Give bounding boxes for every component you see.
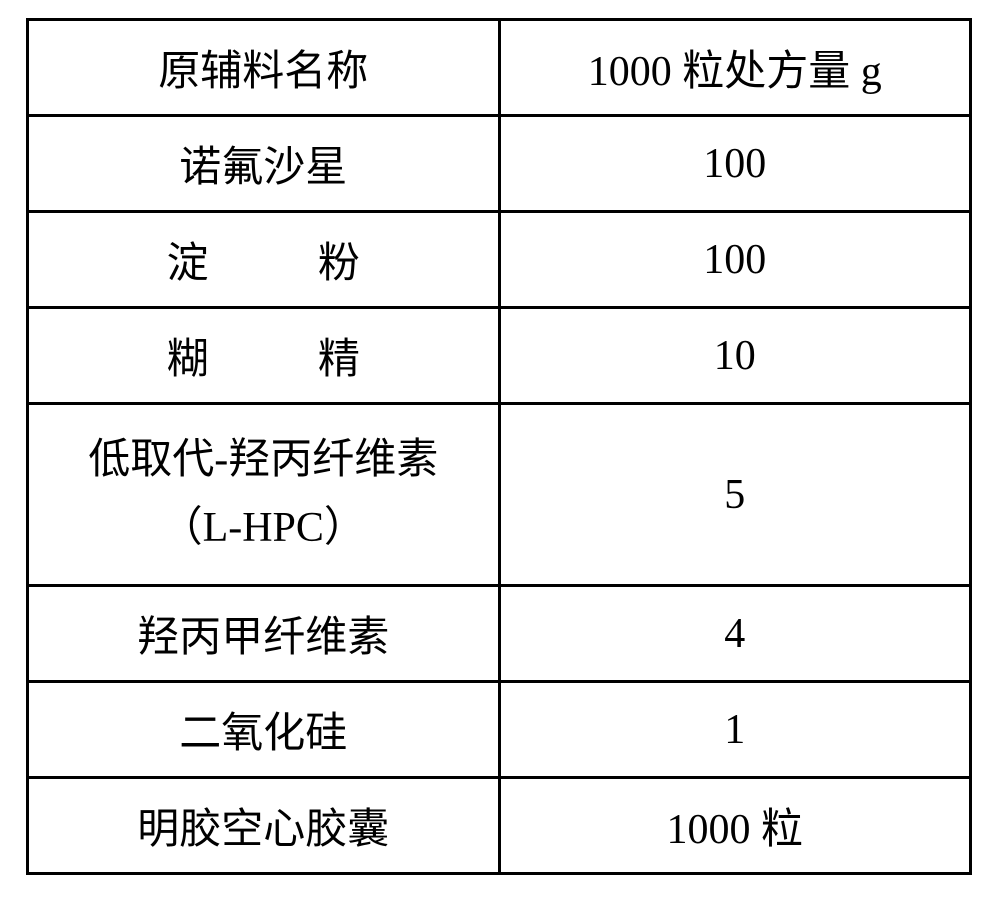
table-row: 诺氟沙星 100: [28, 116, 971, 212]
ingredient-name-line2: （L-HPC）: [29, 495, 498, 562]
ingredient-name: 羟丙甲纤维素: [28, 586, 500, 682]
ingredient-amount: 100: [499, 212, 971, 308]
table-row: 明胶空心胶囊 1000 粒: [28, 778, 971, 874]
table-row: 二氧化硅 1: [28, 682, 971, 778]
ingredient-name: 明胶空心胶囊: [28, 778, 500, 874]
ingredient-amount: 10: [499, 308, 971, 404]
header-amount: 1000 粒处方量 g: [499, 20, 971, 116]
table-row: 糊 精 10: [28, 308, 971, 404]
formulation-table: 原辅料名称 1000 粒处方量 g 诺氟沙星 100 淀 粉 100 糊 精 1…: [26, 18, 972, 875]
ingredient-name-line1: 低取代-羟丙纤维素: [29, 427, 498, 494]
table-row: 低取代-羟丙纤维素 （L-HPC） 5: [28, 404, 971, 586]
ingredient-amount: 1: [499, 682, 971, 778]
ingredient-name: 诺氟沙星: [28, 116, 500, 212]
ingredient-amount: 4: [499, 586, 971, 682]
ingredient-name: 糊 精: [28, 308, 500, 404]
ingredient-name: 二氧化硅: [28, 682, 500, 778]
ingredient-name: 淀 粉: [28, 212, 500, 308]
ingredient-amount: 100: [499, 116, 971, 212]
header-name: 原辅料名称: [28, 20, 500, 116]
ingredient-amount: 1000 粒: [499, 778, 971, 874]
spaced-text: 淀 粉: [133, 241, 393, 287]
ingredient-name: 低取代-羟丙纤维素 （L-HPC）: [28, 404, 500, 586]
ingredient-amount: 5: [499, 404, 971, 586]
table-row: 淀 粉 100: [28, 212, 971, 308]
table-row: 羟丙甲纤维素 4: [28, 586, 971, 682]
table-header-row: 原辅料名称 1000 粒处方量 g: [28, 20, 971, 116]
spaced-text: 糊 精: [133, 337, 393, 383]
